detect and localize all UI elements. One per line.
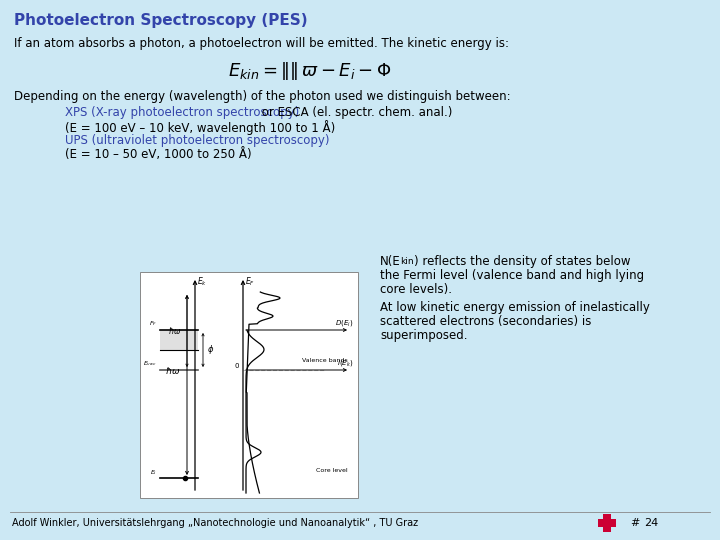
Text: $\hbar\omega$: $\hbar\omega$ bbox=[168, 326, 181, 336]
Text: Adolf Winkler, Universitätslehrgang „Nanotechnologie und Nanoanalytik“ , TU Graz: Adolf Winkler, Universitätslehrgang „Nan… bbox=[12, 518, 418, 528]
Text: (E = 100 eV – 10 keV, wavelength 100 to 1 Å): (E = 100 eV – 10 keV, wavelength 100 to … bbox=[65, 120, 336, 135]
Text: $\hbar\omega$: $\hbar\omega$ bbox=[166, 364, 181, 375]
Bar bbox=[160, 330, 198, 350]
Text: scattered electrons (secondaries) is: scattered electrons (secondaries) is bbox=[380, 315, 591, 328]
Bar bbox=[598, 519, 616, 527]
Text: or ESCA (el. spectr. chem. anal.): or ESCA (el. spectr. chem. anal.) bbox=[258, 106, 452, 119]
Text: $F_F$: $F_F$ bbox=[149, 319, 157, 328]
Text: $\phi$: $\phi$ bbox=[207, 343, 215, 356]
Text: $D(E_i)$: $D(E_i)$ bbox=[335, 318, 353, 328]
Text: ) reflects the density of states below: ) reflects the density of states below bbox=[414, 255, 631, 268]
Text: $I(E_k)$: $I(E_k)$ bbox=[336, 358, 353, 368]
Text: At low kinetic energy emission of inelastically: At low kinetic energy emission of inelas… bbox=[380, 301, 650, 314]
Text: $E_{kin} = \|\|\,\varpi - E_i - \Phi$: $E_{kin} = \|\|\,\varpi - E_i - \Phi$ bbox=[228, 60, 392, 82]
Text: kin: kin bbox=[400, 257, 413, 266]
Text: Photoelectron Spectroscopy (PES): Photoelectron Spectroscopy (PES) bbox=[14, 13, 307, 28]
Text: Valence bands: Valence bands bbox=[302, 358, 348, 363]
Text: superimposed.: superimposed. bbox=[380, 329, 467, 342]
Text: If an atom absorbs a photon, a photoelectron will be emitted. The kinetic energy: If an atom absorbs a photon, a photoelec… bbox=[14, 37, 509, 50]
Text: the Fermi level (valence band and high lying: the Fermi level (valence band and high l… bbox=[380, 269, 644, 282]
Text: Depending on the energy (wavelength) of the photon used we distinguish between:: Depending on the energy (wavelength) of … bbox=[14, 90, 510, 103]
Text: $E_i$: $E_i$ bbox=[150, 468, 157, 477]
Text: $E_{vac}$: $E_{vac}$ bbox=[143, 359, 157, 368]
Text: 24: 24 bbox=[644, 518, 658, 528]
Text: $E_k$: $E_k$ bbox=[197, 275, 207, 287]
Text: (E = 10 – 50 eV, 1000 to 250 Å): (E = 10 – 50 eV, 1000 to 250 Å) bbox=[65, 148, 251, 161]
Text: 0: 0 bbox=[235, 363, 239, 369]
Text: N(E: N(E bbox=[380, 255, 401, 268]
Text: UPS (ultraviolet photoelectron spectroscopy): UPS (ultraviolet photoelectron spectrosc… bbox=[65, 134, 330, 147]
Text: #: # bbox=[630, 518, 639, 528]
Text: XPS (X-ray photoelectron spectroscopy): XPS (X-ray photoelectron spectroscopy) bbox=[65, 106, 300, 119]
Bar bbox=[140, 272, 358, 498]
Text: $E_F$: $E_F$ bbox=[245, 275, 255, 287]
Bar bbox=[603, 514, 611, 532]
Text: core levels).: core levels). bbox=[380, 283, 452, 296]
Text: Core level: Core level bbox=[316, 468, 348, 473]
